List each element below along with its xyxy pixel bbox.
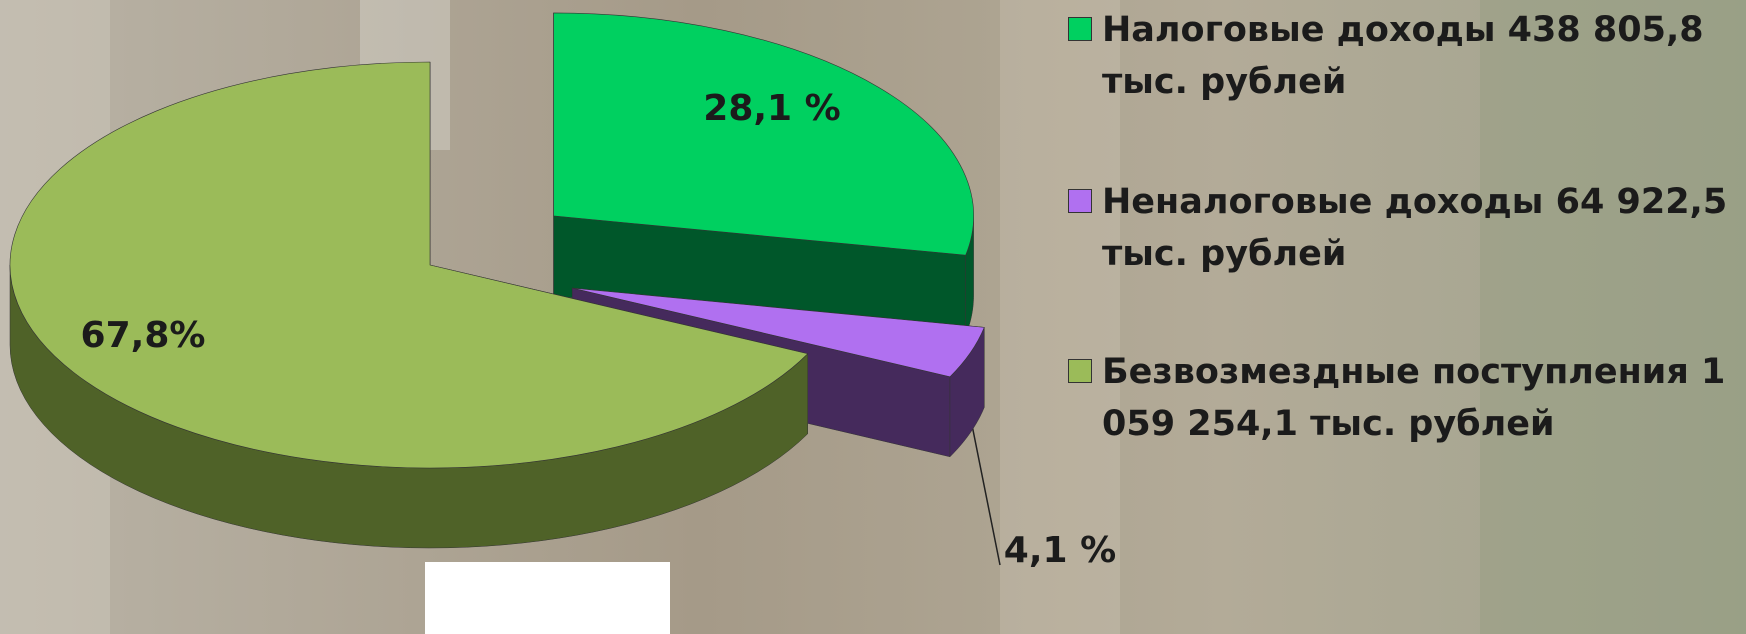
slice	[9, 61, 809, 549]
legend-entry: Неналоговые доходы 64 922,5 тыс. рублей	[1068, 176, 1742, 280]
slice	[553, 12, 974, 336]
legend-entry: Налоговые доходы 438 805,8 тыс. рублей	[1068, 4, 1742, 108]
data-label: 4,1 %	[1004, 530, 1116, 571]
legend-swatch	[1068, 359, 1092, 383]
legend-label: Безвозмездные поступления 1 059 254,1 ты…	[1102, 352, 1726, 444]
legend-swatch	[1068, 189, 1092, 213]
white-box	[425, 562, 670, 634]
slice-top	[572, 287, 985, 378]
legend-swatch	[1068, 17, 1092, 41]
legend-label: Налоговые доходы 438 805,8 тыс. рублей	[1102, 10, 1704, 102]
slice-top	[9, 61, 809, 469]
slice-top	[553, 12, 974, 256]
data-label: 67,8%	[81, 315, 206, 356]
legend-entry: Безвозмездные поступления 1 059 254,1 ты…	[1068, 346, 1742, 450]
legend-label: Неналоговые доходы 64 922,5 тыс. рублей	[1102, 182, 1728, 274]
data-label: 28,1 %	[703, 88, 840, 129]
